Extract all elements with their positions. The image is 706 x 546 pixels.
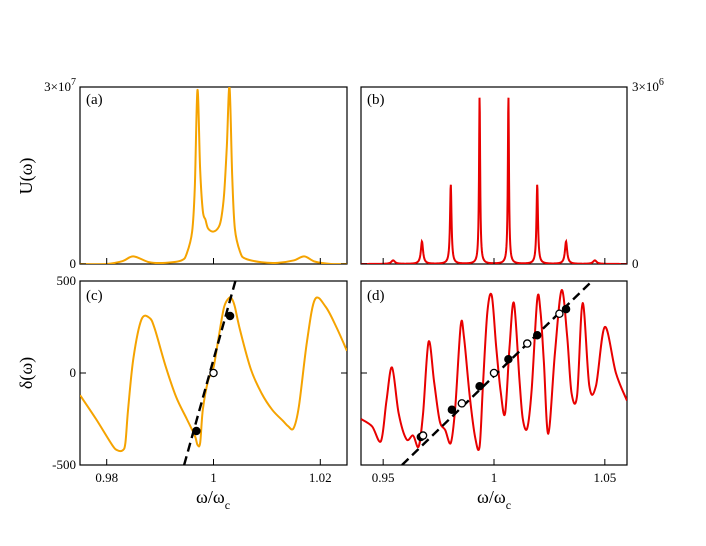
xlabel-right-sub: c (506, 498, 511, 512)
xlabel-right-main: ω/ω (477, 487, 506, 507)
panel-a-frame (79, 86, 348, 265)
xtick-label-c-1: 1 (210, 470, 217, 485)
open-marker-d-1 (418, 431, 428, 440)
ytick-label-b-1: 3×106 (632, 77, 664, 94)
open-marker-d-3 (457, 399, 467, 408)
xtick-label-d-0: 0.95 (372, 470, 395, 485)
open-marker-d-5 (489, 368, 499, 378)
series-line-d (361, 289, 627, 451)
panel-b-plot (361, 97, 627, 264)
resonance-line-c (182, 281, 237, 465)
series-line-a (80, 87, 347, 264)
xlabel-left: ω/ωc (196, 487, 230, 512)
xlabel-right: ω/ωc (477, 487, 511, 512)
ytick-label-c-1: 0 (70, 365, 77, 380)
ytick-label-a-1: 3×107 (44, 77, 76, 94)
ytick-label-b-0: 0 (632, 256, 639, 271)
filled-marker-c-0 (192, 426, 201, 436)
xlabel-left-sub: c (225, 498, 230, 512)
open-marker-d-9 (555, 309, 564, 319)
open-marker-c-1 (209, 368, 218, 378)
panel-label-a: (a) (86, 92, 103, 108)
filled-marker-d-8 (532, 331, 542, 340)
ylabel-bottom: δ(ω) (16, 357, 37, 389)
panel-a-plot (80, 87, 347, 264)
ylabel-top: U(ω) (16, 158, 37, 195)
series-line-b (361, 97, 627, 264)
xtick-label-c-2: 1.02 (309, 470, 332, 485)
ytick-label-a-0: 0 (70, 256, 77, 271)
filled-marker-d-10 (561, 304, 571, 314)
curves-layer (80, 87, 627, 465)
panel-label-c: (c) (86, 288, 103, 304)
filled-marker-c-2 (225, 311, 235, 321)
panel-label-d: (d) (367, 288, 385, 304)
open-marker-d-7 (523, 339, 532, 348)
ytick-label-c-0: -500 (52, 457, 76, 472)
filled-marker-d-6 (504, 354, 513, 364)
text-layer: (a) (b) (c) (d) U(ω) δ(ω) ω/ωc ω/ωc 03×1… (16, 77, 664, 512)
xtick-label-c-0: 0.98 (95, 470, 118, 485)
ytick-label-c-2: 500 (57, 273, 77, 288)
filled-marker-d-4 (475, 381, 484, 391)
xtick-label-d-2: 1.05 (593, 470, 616, 485)
panel-b-frame (360, 86, 628, 265)
xtick-label-d-1: 1 (491, 470, 498, 485)
ticks-layer (80, 86, 627, 466)
xlabel-left-main: ω/ω (196, 487, 225, 507)
panel-label-b: (b) (367, 92, 385, 108)
filled-marker-d-2 (447, 405, 457, 415)
